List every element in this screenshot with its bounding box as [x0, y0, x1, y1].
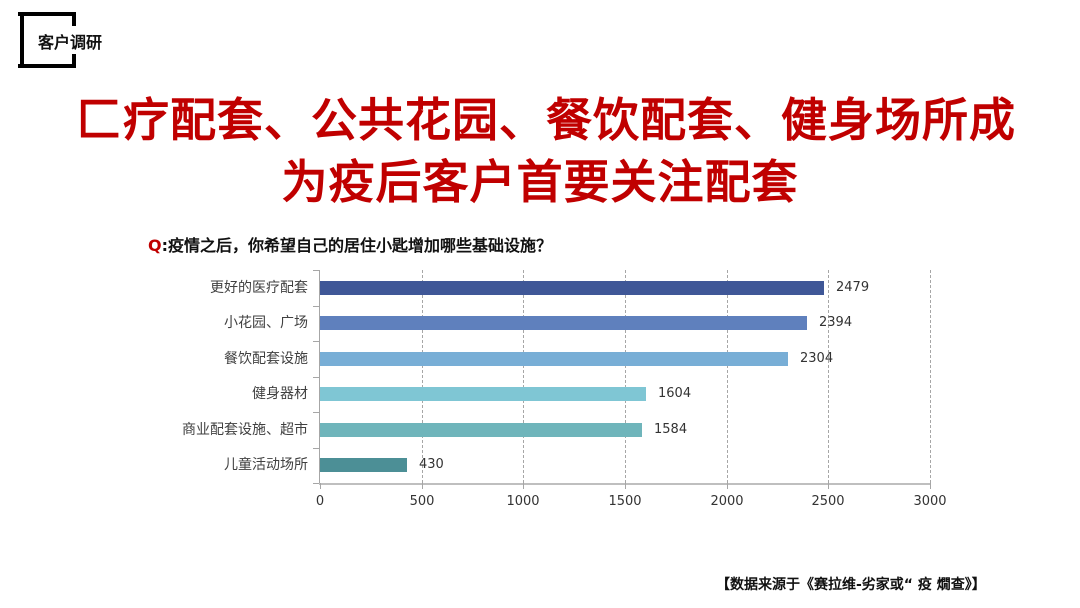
question-text: :疫情之后，你希望自己的居住小匙增加哪些基础设施？ — [161, 236, 553, 255]
data-bar — [320, 316, 807, 330]
y-axis — [319, 270, 320, 484]
y-tick — [313, 341, 319, 342]
y-tick — [313, 412, 319, 413]
x-tick — [727, 483, 728, 489]
data-bar — [320, 352, 788, 366]
bracket-top — [18, 12, 76, 16]
x-tick-label: 2500 — [811, 494, 845, 509]
y-tick — [313, 483, 319, 484]
x-tick-label: 500 — [409, 494, 435, 509]
x-tick — [523, 483, 524, 489]
data-source-note: 【数据来源于《赛拉维-劣家或“ 疫 燗查》】 — [716, 577, 986, 593]
x-tick — [930, 483, 931, 489]
gridline — [625, 270, 626, 483]
y-tick — [313, 306, 319, 307]
category-label: 餐饮配套设施 — [224, 351, 308, 367]
bracket-stub-bottom-right — [72, 54, 76, 68]
bracket-left — [20, 12, 24, 68]
section-tag: 客户调研 — [18, 12, 102, 68]
bracket-stub-top-right — [72, 12, 76, 26]
y-tick — [313, 448, 319, 449]
y-tick — [313, 377, 319, 378]
gridline — [828, 270, 829, 483]
value-label: 1584 — [654, 422, 688, 437]
x-tick — [320, 483, 321, 489]
section-tag-label: 客户调研 — [38, 33, 103, 52]
category-label: 儿童活动场所 — [224, 457, 308, 473]
headline-line-2: 为疫后客户首要关注配套 — [281, 155, 799, 209]
x-tick — [625, 483, 626, 489]
x-tick-label: 0 — [315, 494, 325, 509]
value-label: 1604 — [658, 386, 692, 401]
gridline — [422, 270, 423, 483]
x-tick-label: 1500 — [608, 494, 642, 509]
x-tick-label: 2000 — [710, 494, 744, 509]
data-bar — [320, 458, 407, 472]
x-tick-label: 3000 — [913, 494, 947, 509]
value-label: 2394 — [819, 315, 853, 330]
value-label: 2479 — [836, 280, 870, 295]
gridline — [523, 270, 524, 483]
category-label: 小花园、广场 — [224, 315, 308, 331]
x-tick — [828, 483, 829, 489]
gridline — [727, 270, 728, 483]
gridline — [930, 270, 931, 483]
value-label: 2304 — [800, 351, 834, 366]
headline-line-1: 匚疗配套、公共花园、餐饮配套、健身场所成 — [76, 93, 1016, 147]
x-tick-label: 1000 — [506, 494, 540, 509]
bracket-bottom — [18, 64, 76, 68]
x-tick — [422, 483, 423, 489]
category-label: 更好的医疗配套 — [210, 280, 308, 296]
question-prefix: Q — [148, 236, 162, 255]
category-label: 商业配套设施、超市 — [182, 422, 308, 438]
data-bar — [320, 387, 646, 401]
data-bar — [320, 281, 824, 295]
data-bar — [320, 423, 642, 437]
value-label: 430 — [419, 457, 444, 472]
y-tick — [313, 270, 319, 271]
survey-question: Q:疫情之后，你希望自己的居住小匙增加哪些基础设施？ — [148, 232, 552, 256]
category-label: 健身器材 — [252, 386, 308, 402]
